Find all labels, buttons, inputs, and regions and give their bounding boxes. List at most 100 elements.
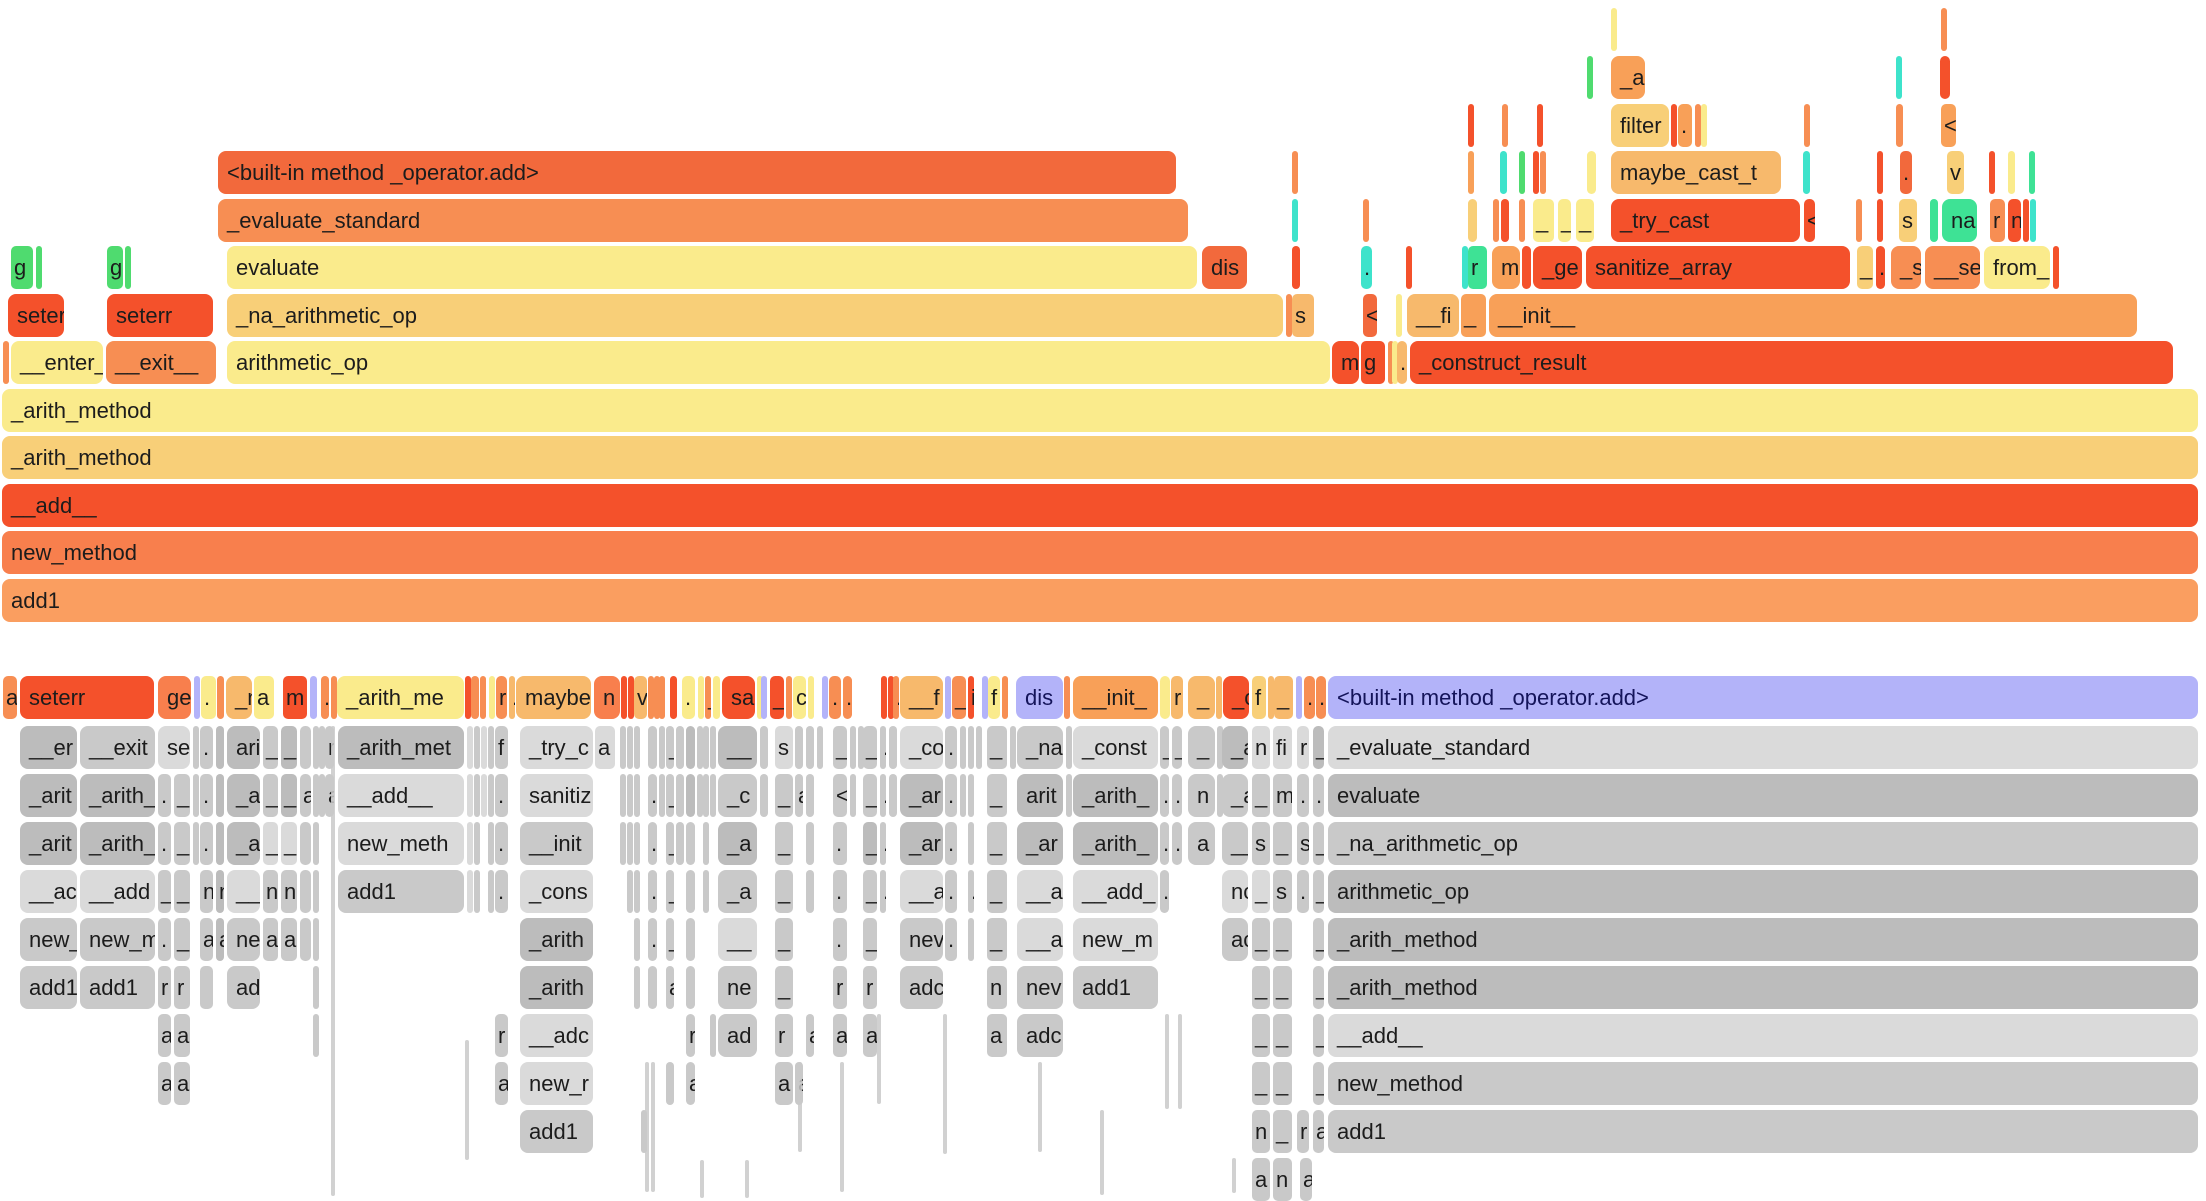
flame-frame[interactable]	[786, 676, 792, 719]
flame-frame-_[interactable]: _	[775, 918, 793, 961]
flame-frame-[interactable]: .	[1160, 774, 1169, 817]
flame-frame[interactable]	[659, 726, 665, 769]
flame-frame[interactable]	[654, 676, 660, 719]
flame-frame[interactable]	[670, 676, 677, 719]
flame-frame-_[interactable]: _	[1252, 966, 1270, 1009]
flame-frame[interactable]	[480, 676, 486, 719]
flame-frame-a[interactable]: a	[281, 918, 297, 961]
flame-frame-_arit[interactable]: _arit	[20, 774, 77, 817]
flame-frame[interactable]	[648, 676, 654, 719]
flame-frame-built-in-method-_operator-add[interactable]: <built-in method _operator.add>	[1328, 676, 2198, 719]
flame-frame[interactable]	[474, 822, 480, 865]
flame-frame-__init[interactable]: __init	[520, 822, 593, 865]
flame-frame-sliver[interactable]	[1178, 1014, 1182, 1109]
flame-frame[interactable]	[1537, 104, 1543, 147]
flame-frame-_a[interactable]: _a	[1222, 726, 1248, 769]
flame-frame-seterr[interactable]: seterr	[8, 294, 64, 337]
flame-frame-[interactable]: .	[1297, 774, 1309, 817]
flame-frame-new_method[interactable]: new_method	[1328, 1062, 2198, 1105]
flame-frame[interactable]	[194, 676, 200, 719]
flame-frame[interactable]	[1896, 56, 1902, 99]
flame-frame-_evaluate_standard[interactable]: _evaluate_standard	[218, 199, 1188, 242]
flame-frame[interactable]	[474, 726, 480, 769]
flame-frame-_[interactable]: _	[1313, 966, 1324, 1009]
flame-frame-_[interactable]: _	[1576, 199, 1594, 242]
flame-frame-maybe[interactable]: maybe	[516, 676, 591, 719]
flame-frame[interactable]	[889, 774, 897, 817]
flame-frame-add1[interactable]: add1	[520, 1110, 593, 1153]
flame-frame[interactable]	[634, 966, 640, 1009]
flame-frame-r[interactable]: r	[1297, 1110, 1309, 1153]
flame-frame-n[interactable]: n	[216, 870, 224, 913]
flame-frame-n[interactable]: n	[2008, 199, 2021, 242]
flame-frame[interactable]	[960, 774, 966, 817]
flame-frame[interactable]	[1406, 246, 1412, 289]
flame-frame[interactable]	[1587, 56, 1593, 99]
flame-frame-a[interactable]: a	[595, 726, 615, 769]
flame-frame-s[interactable]: s	[1297, 822, 1309, 865]
flame-frame-_arit[interactable]: _arit	[20, 822, 77, 865]
flame-frame[interactable]	[313, 726, 319, 769]
flame-frame[interactable]	[1388, 341, 1394, 384]
top-flame-chart[interactable]: _a filter. < <built-in method _operator.add…	[0, 0, 2206, 630]
flame-frame-_[interactable]: _	[1313, 870, 1324, 913]
flame-frame[interactable]	[216, 774, 224, 817]
flame-frame-sliver[interactable]	[1232, 1158, 1236, 1193]
flame-frame-sliver[interactable]	[331, 726, 335, 1196]
flame-frame[interactable]	[474, 870, 480, 913]
flame-frame[interactable]	[1519, 199, 1525, 242]
flame-frame[interactable]	[806, 822, 814, 865]
flame-frame-_[interactable]: _	[174, 774, 190, 817]
flame-frame[interactable]	[1468, 199, 1477, 242]
flame-frame-se[interactable]: se	[158, 726, 190, 769]
flame-frame-s[interactable]: s	[1899, 199, 1917, 242]
flame-frame[interactable]	[319, 726, 325, 769]
flame-frame-n[interactable]: n	[594, 676, 620, 719]
flame-frame-_n[interactable]: _n	[226, 676, 252, 719]
flame-frame[interactable]	[806, 870, 814, 913]
flame-frame-_[interactable]: _	[775, 774, 793, 817]
flame-frame-m[interactable]: m	[1492, 246, 1520, 289]
flame-frame-_arith_[interactable]: _arith_	[1073, 774, 1158, 817]
flame-frame-_[interactable]: _	[863, 774, 877, 817]
flame-frame[interactable]	[1292, 151, 1298, 194]
flame-frame[interactable]	[710, 726, 716, 769]
flame-frame-f[interactable]: f	[1252, 676, 1266, 719]
flame-frame-_[interactable]: _	[281, 822, 297, 865]
flame-frame-a[interactable]: a	[158, 1062, 171, 1105]
flame-frame[interactable]	[1701, 104, 1707, 147]
flame-frame[interactable]	[686, 726, 695, 769]
flame-frame[interactable]	[125, 246, 131, 289]
flame-frame-seterr[interactable]: seterr	[20, 676, 154, 719]
flame-frame-[interactable]: .	[158, 822, 171, 865]
flame-frame[interactable]	[703, 870, 709, 913]
flame-frame-n[interactable]: n	[987, 966, 1007, 1009]
flame-frame-[interactable]: .	[1900, 151, 1912, 194]
flame-frame-sliver[interactable]	[700, 1160, 704, 1198]
flame-frame-ac[interactable]: ac	[1222, 918, 1248, 961]
flame-frame-_[interactable]: _	[174, 870, 190, 913]
flame-frame-_arith[interactable]: _arith	[520, 918, 593, 961]
flame-frame-add1[interactable]: add1	[2, 579, 2198, 622]
flame-frame-[interactable]: .	[945, 870, 957, 913]
flame-frame-g[interactable]: g	[107, 246, 123, 289]
flame-frame[interactable]	[1587, 151, 1596, 194]
flame-frame[interactable]	[467, 870, 473, 913]
flame-frame[interactable]	[620, 822, 626, 865]
flame-frame-ari[interactable]: ari	[227, 726, 260, 769]
flame-frame[interactable]	[761, 676, 767, 719]
flame-frame-[interactable]: .	[1297, 870, 1309, 913]
flame-frame-r[interactable]: r	[863, 966, 877, 1009]
flame-frame-nc[interactable]: nc	[1222, 870, 1248, 913]
flame-frame-r[interactable]: r	[158, 966, 171, 1009]
flame-frame-[interactable]: .	[200, 774, 213, 817]
flame-frame-[interactable]: <	[833, 774, 847, 817]
flame-frame[interactable]	[488, 822, 494, 865]
flame-frame[interactable]	[1803, 151, 1810, 194]
flame-frame-__[interactable]: __	[718, 726, 757, 769]
flame-frame-add1[interactable]: add1	[1328, 1110, 2198, 1153]
flame-frame-adc[interactable]: adc	[900, 966, 943, 1009]
flame-frame[interactable]	[467, 726, 473, 769]
flame-frame-s[interactable]: s	[1273, 870, 1292, 913]
flame-frame-_c[interactable]: _c	[1223, 676, 1249, 719]
